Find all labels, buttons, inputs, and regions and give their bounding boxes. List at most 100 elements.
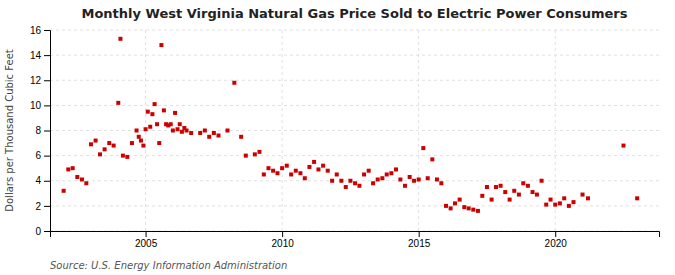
title: Monthly West Virginia Natural Gas Price … — [81, 6, 627, 21]
source-annotation: Source: U.S. Energy Information Administ… — [50, 260, 287, 271]
x-tick: 2015 — [408, 231, 431, 249]
point — [503, 190, 507, 194]
chart-svg: 20052010201520200246810121416Monthly Wes… — [0, 0, 675, 275]
y-axis-label: Dollars per Thousand Cubic Feet — [4, 49, 15, 212]
point — [178, 122, 182, 126]
point — [216, 134, 220, 138]
x-grid-line — [282, 30, 283, 231]
point — [169, 122, 173, 126]
point — [198, 131, 202, 135]
point — [62, 189, 66, 193]
point — [330, 179, 334, 183]
y-tick: 14 — [30, 50, 50, 61]
point — [98, 152, 102, 156]
point — [371, 181, 375, 185]
point — [540, 179, 544, 183]
point — [435, 177, 439, 181]
point — [430, 157, 434, 161]
point — [357, 184, 361, 188]
point — [581, 193, 585, 197]
x-tick-mark — [146, 231, 147, 237]
point — [562, 196, 566, 200]
points — [62, 37, 639, 213]
point — [586, 196, 590, 200]
x-tick: 2005 — [135, 231, 158, 249]
y-grid-line — [50, 80, 659, 81]
point — [389, 171, 393, 175]
x-grid-line — [555, 30, 556, 231]
point — [135, 129, 139, 133]
y-grid-line — [50, 155, 659, 156]
point — [285, 164, 289, 168]
x-tick-mark — [555, 231, 556, 237]
y-tick: 10 — [30, 100, 50, 111]
y-grid-line — [50, 130, 659, 131]
point — [567, 204, 571, 208]
x-tick-label: 2010 — [272, 238, 295, 249]
point — [66, 167, 70, 171]
x-tick: 2020 — [545, 231, 568, 249]
point — [289, 172, 293, 176]
point — [449, 206, 453, 210]
point — [326, 169, 330, 173]
point — [207, 135, 211, 139]
y-tick-mark — [44, 206, 50, 207]
y-grid-line — [50, 30, 659, 31]
point — [531, 190, 535, 194]
y-grid-line — [50, 55, 659, 56]
point — [316, 167, 320, 171]
y-tick-mark — [44, 131, 50, 132]
y-tick-label: 16 — [30, 25, 42, 36]
point — [494, 185, 498, 189]
point — [558, 201, 562, 205]
y-tick-label: 12 — [30, 75, 42, 86]
point — [471, 208, 475, 212]
y-grid-line — [50, 180, 659, 181]
point — [94, 139, 98, 143]
point — [385, 172, 389, 176]
point — [462, 205, 466, 209]
point — [173, 111, 177, 115]
point — [137, 135, 141, 139]
point — [180, 130, 184, 134]
point — [521, 181, 525, 185]
point — [426, 176, 430, 180]
point — [549, 198, 553, 202]
point — [253, 152, 257, 156]
point — [553, 203, 557, 207]
point — [212, 131, 216, 135]
x-grid-line — [418, 30, 419, 231]
point — [453, 201, 457, 205]
point — [348, 179, 352, 183]
point — [71, 166, 75, 170]
point — [150, 112, 154, 116]
point — [125, 155, 129, 159]
point — [376, 177, 380, 181]
point — [490, 198, 494, 202]
point — [185, 129, 189, 133]
y-tick: 2 — [35, 201, 50, 212]
y-tick-mark — [44, 30, 50, 31]
y-tick: 6 — [35, 150, 50, 161]
x-axis-line — [51, 232, 660, 238]
point — [508, 198, 512, 202]
point — [303, 176, 307, 180]
point — [499, 184, 503, 188]
point — [467, 206, 471, 210]
point — [271, 169, 275, 173]
point — [118, 37, 122, 41]
point — [635, 196, 639, 200]
point — [141, 144, 145, 148]
point — [275, 171, 279, 175]
point — [398, 177, 402, 181]
y-tick-label: 0 — [35, 226, 41, 237]
x-tick: 2010 — [272, 231, 295, 249]
point — [266, 166, 270, 170]
point — [203, 129, 207, 133]
y-tick-mark — [44, 156, 50, 157]
point — [257, 150, 261, 154]
point — [298, 171, 302, 175]
point — [421, 146, 425, 150]
point — [89, 142, 93, 146]
point — [262, 172, 266, 176]
